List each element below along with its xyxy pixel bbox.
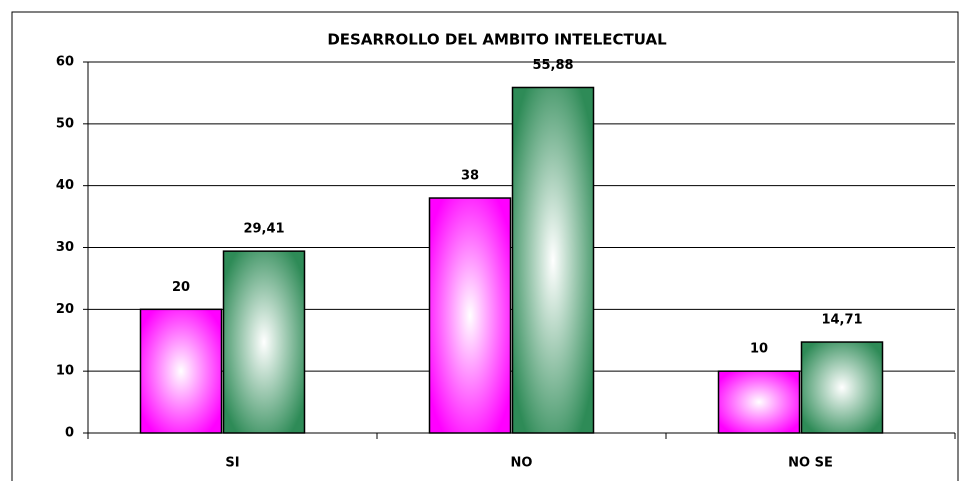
y-tick-label: 30 — [56, 240, 74, 255]
data-label: 38 — [461, 169, 479, 184]
data-label: 10 — [750, 342, 768, 357]
bar — [800, 341, 884, 434]
x-tick-label: NO — [511, 456, 533, 471]
bar — [428, 197, 512, 434]
x-tick-label: NO SE — [788, 456, 833, 471]
y-tick-label: 50 — [56, 116, 74, 131]
bar — [222, 250, 306, 434]
y-tick-label: 20 — [56, 302, 74, 317]
data-label: 29,41 — [243, 222, 284, 237]
bar — [717, 370, 801, 434]
data-label: 55,88 — [532, 58, 573, 73]
data-label: 20 — [172, 280, 190, 295]
data-label: 14,71 — [821, 313, 862, 328]
y-tick-label: 60 — [56, 55, 74, 70]
bar — [511, 86, 595, 434]
y-tick-label: 40 — [56, 178, 74, 193]
y-tick-label: 10 — [56, 364, 74, 379]
x-tick-label: SI — [225, 456, 239, 471]
y-tick-label: 0 — [65, 426, 74, 441]
bar — [139, 308, 223, 434]
chart-title: DESARROLLO DEL AMBITO INTELECTUAL — [327, 31, 667, 49]
